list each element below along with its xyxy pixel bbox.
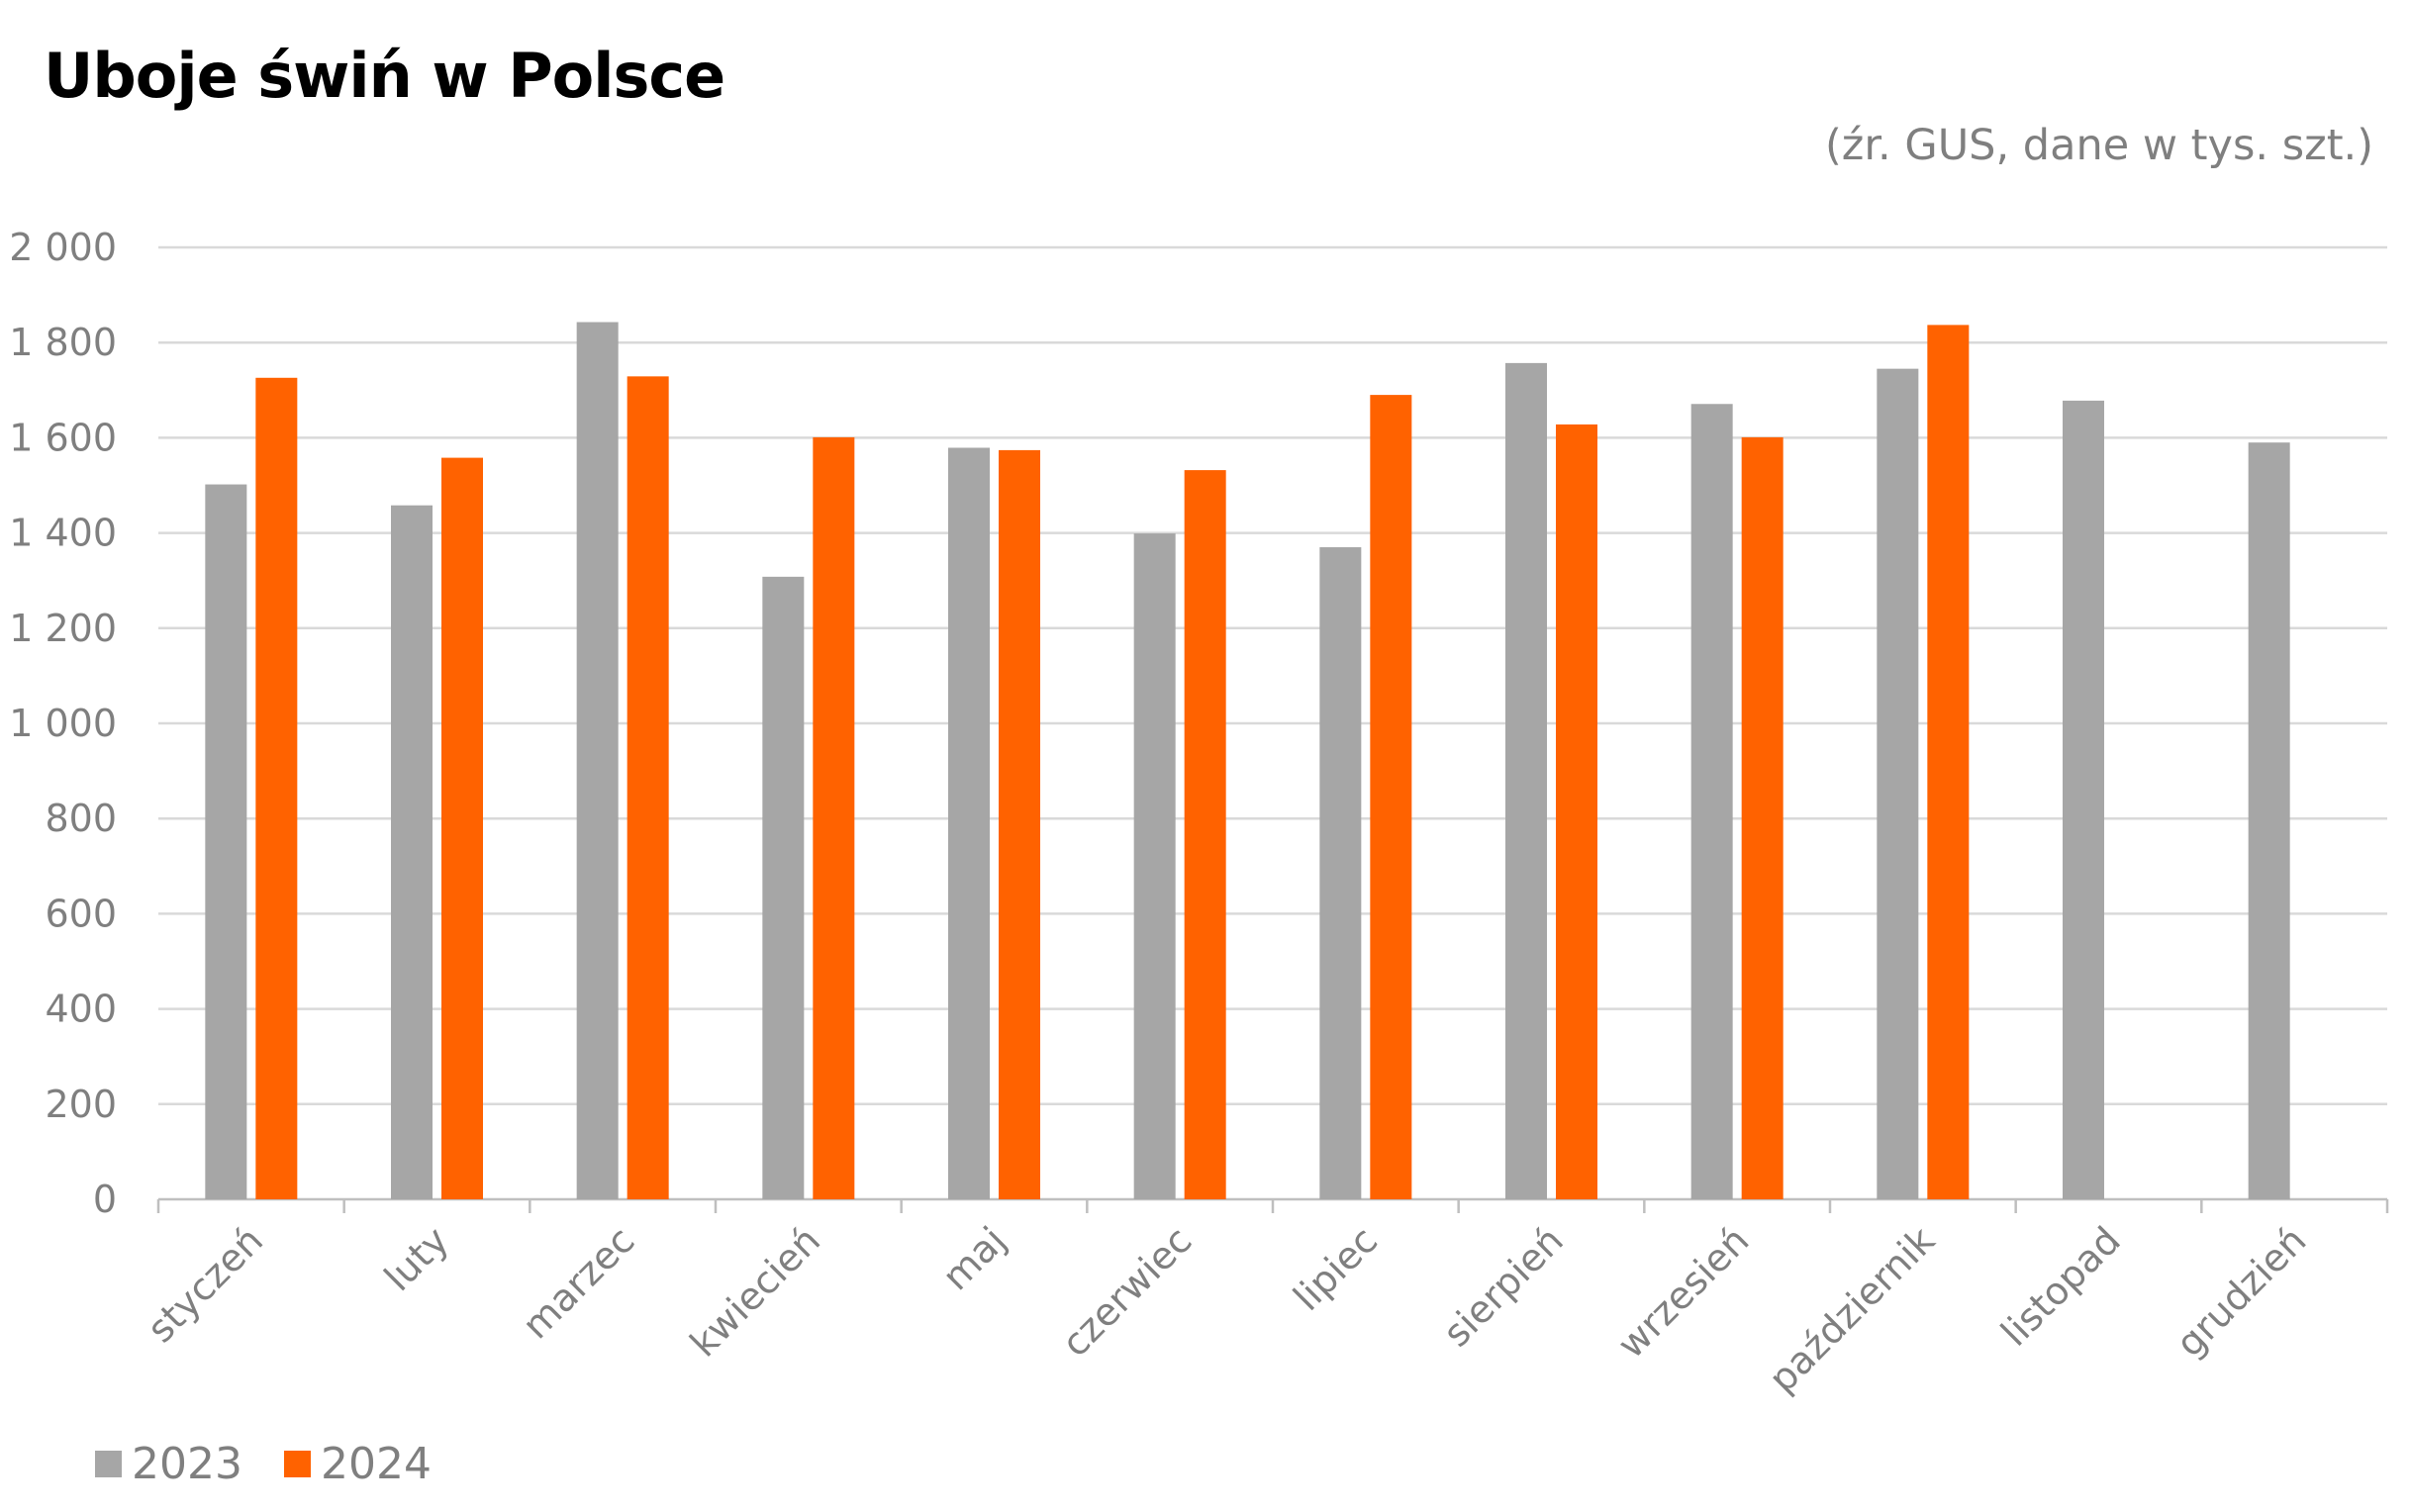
bar-2023-10 (1877, 368, 1919, 1199)
y-tick-label: 400 (45, 988, 117, 1031)
bar-2023-4 (762, 576, 805, 1199)
bar-2024-1 (255, 377, 298, 1199)
legend-label-2023: 2023 (132, 1439, 242, 1489)
y-tick-label: 1 400 (9, 512, 117, 555)
bar-2023-2 (391, 505, 433, 1199)
y-tick-label: 1 000 (9, 702, 117, 745)
y-tick-label: 200 (45, 1083, 117, 1126)
bar-2023-6 (1133, 533, 1176, 1199)
bar-2024-5 (999, 449, 1040, 1199)
bar-2023-7 (1319, 547, 1362, 1199)
legend-item-2024: 2024 (283, 1439, 432, 1489)
legend-label-2024: 2024 (320, 1439, 432, 1489)
x-category-label: grudzień (2168, 1218, 2314, 1365)
bar-2024-7 (1370, 395, 1412, 1199)
bar-2024-8 (1556, 424, 1597, 1199)
bar-2023-9 (1690, 404, 1733, 1199)
x-category-label: kwiecień (682, 1218, 828, 1365)
bar-2024-9 (1741, 436, 1784, 1199)
legend-swatch-2024 (283, 1451, 311, 1477)
chart-subtitle: (źr. GUS, dane w tys. szt.) (1824, 121, 2373, 170)
bar-2024-6 (1184, 470, 1226, 1199)
y-tick-label: 0 (93, 1178, 117, 1221)
y-tick-label: 1 600 (9, 416, 117, 459)
chart-title: Uboje świń w Polsce (44, 40, 725, 112)
y-tick-label: 1 200 (9, 607, 117, 650)
bar-2023-11 (2063, 400, 2104, 1200)
x-category-label: wrzesień (1609, 1218, 1758, 1367)
x-category-label: sierpień (1435, 1218, 1572, 1355)
x-category-label: luty (376, 1218, 457, 1299)
y-tick-label: 800 (45, 797, 117, 840)
y-tick-label: 2 000 (9, 226, 117, 269)
bar-2023-8 (1505, 362, 1547, 1199)
x-category-label: maj (934, 1218, 1014, 1298)
bar-2024-3 (627, 376, 669, 1199)
legend-item-2023: 2023 (95, 1439, 242, 1489)
x-category-label: październik (1761, 1218, 1944, 1401)
bar-2024-4 (813, 436, 855, 1199)
x-category-label: czerwiec (1053, 1218, 1200, 1365)
x-category-label: styczeń (139, 1218, 271, 1351)
bar-2024-10 (1927, 325, 1970, 1199)
bar-2023-3 (576, 322, 619, 1200)
y-tick-label: 1 800 (9, 321, 117, 364)
x-category-label: marzec (514, 1218, 642, 1347)
bar-chart: 0 200 400 600 800 1 000 1 200 1 400 1 600 1 800 2 … (9, 226, 2389, 1401)
bar-2023-5 (948, 447, 990, 1200)
y-tick-label: 600 (45, 892, 117, 935)
x-category-label: lipiec (1285, 1218, 1386, 1319)
bar-2023-12 (2248, 442, 2290, 1200)
bar-2024-2 (441, 457, 483, 1199)
legend: 2023 2024 (95, 1439, 473, 1489)
x-category-label: listopad (1992, 1218, 2129, 1355)
bar-2023-1 (205, 484, 247, 1200)
legend-swatch-2023 (95, 1451, 122, 1477)
